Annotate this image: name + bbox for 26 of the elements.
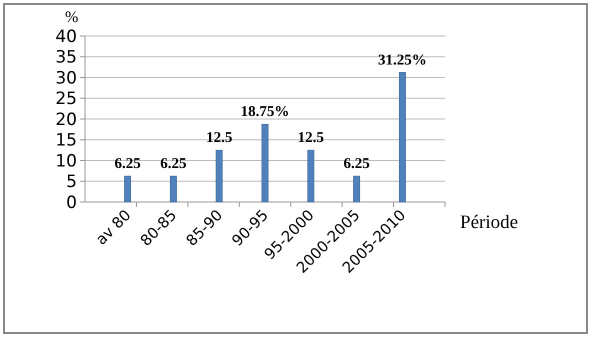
data-label: 6.25 [114,156,141,172]
data-label: 6.25 [160,156,187,172]
bar [398,72,406,202]
data-label: 31.25% [378,52,427,68]
y-tick-label: 0 [66,192,77,213]
data-label: 12.5 [206,130,232,146]
y-tick-label: 40 [55,26,77,47]
y-tick-label: 25 [55,89,77,110]
bar [124,176,132,202]
y-axis-title: % [65,9,78,26]
bar [216,150,223,202]
bar [353,176,360,202]
data-label: 12.5 [298,130,324,146]
data-label: 6.25 [343,156,370,172]
y-tick-label: 35 [55,48,77,68]
y-tick-label: 30 [55,68,77,88]
x-tick-label: av 80 [92,206,134,248]
y-tick-label: 15 [55,130,77,151]
y-tick-label: 5 [66,172,77,192]
y-tick-label: 10 [55,151,77,172]
bar [262,124,268,202]
bar [170,176,177,202]
bar [307,150,314,202]
data-label: 18.75% [240,104,290,120]
y-tick-label: 20 [55,110,77,130]
x-axis-title: Période [460,212,518,233]
